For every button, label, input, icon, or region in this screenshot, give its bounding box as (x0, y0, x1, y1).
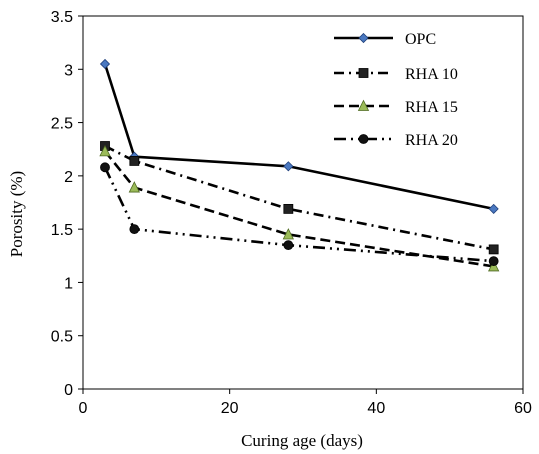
x-axis-title: Curing age (days) (241, 431, 363, 450)
legend-label-rha-20: RHA 20 (405, 132, 458, 149)
x-tick-label: 20 (221, 400, 239, 417)
data-point-rha-15 (128, 181, 140, 193)
legend-label-rha-10: RHA 10 (405, 66, 458, 83)
data-point-rha-20 (283, 240, 294, 251)
x-tick-label: 60 (514, 400, 532, 417)
series-layer (99, 58, 500, 272)
axes (78, 15, 524, 394)
x-tick-label: 0 (79, 400, 88, 417)
legend-marker-rha-20 (358, 134, 369, 144)
series-line-opc (103, 63, 494, 211)
legend-item-rha-10: RHA 10 (334, 66, 458, 83)
y-tick-label: 2.5 (51, 116, 73, 133)
legend-marker-opc (358, 32, 369, 44)
legend-item-rha-15: RHA 15 (334, 99, 458, 116)
data-point-rha-15 (99, 144, 111, 157)
legend-label-rha-15: RHA 15 (405, 99, 458, 116)
series-opc (99, 58, 499, 214)
legend: OPC RHA 10 RHA 15 RHA 20 (334, 31, 458, 149)
series-line-rha-10 (104, 144, 494, 251)
series-rha-15 (99, 144, 500, 272)
x-tick-label: 40 (367, 400, 385, 417)
y-tick-label: 1.5 (51, 222, 73, 239)
data-point-rha-10 (488, 244, 499, 255)
series-line-rha-20 (103, 166, 494, 263)
legend-marker-rha-15 (357, 99, 370, 111)
y-tick-label: 1 (64, 275, 73, 292)
data-point-rha-10 (129, 156, 140, 166)
y-axis-title: Porosity (%) (7, 171, 26, 257)
legend-item-opc: OPC (334, 31, 436, 48)
legend-item-rha-20: RHA 20 (334, 132, 458, 149)
legend-label-opc: OPC (405, 31, 436, 48)
data-point-rha-20 (100, 162, 110, 173)
data-point-opc (283, 161, 294, 172)
legend-marker-rha-10 (358, 68, 369, 78)
series-rha-20 (100, 162, 499, 267)
data-point-opc (488, 203, 499, 214)
plot-frame (82, 15, 524, 390)
y-tick-label: 2 (64, 169, 73, 186)
data-point-opc (99, 58, 111, 70)
y-tick-label: 3.5 (51, 9, 73, 26)
data-point-rha-20 (488, 256, 499, 267)
data-point-rha-10 (283, 203, 294, 214)
y-tick-label: 0 (64, 382, 73, 399)
y-tick-label: 0.5 (51, 329, 73, 346)
y-tick-label: 3 (64, 62, 73, 79)
series-line-rha-15 (103, 150, 494, 268)
data-point-rha-20 (129, 224, 140, 235)
tick-labels: 0 0.5 1 1.5 2 2.5 3 3.5 0 20 40 60 (51, 9, 532, 417)
data-point-rha-15 (282, 228, 294, 240)
